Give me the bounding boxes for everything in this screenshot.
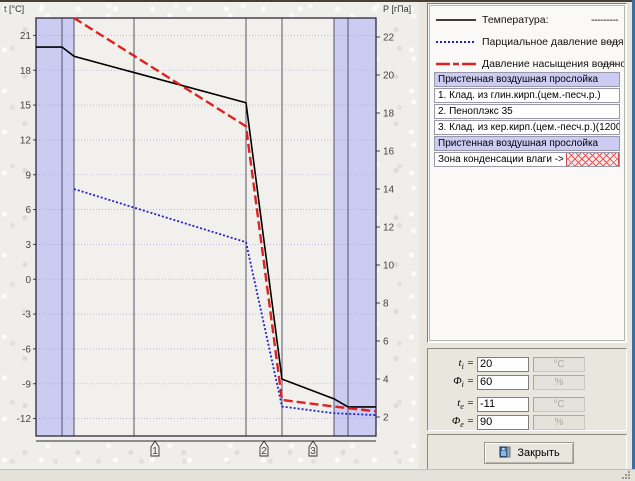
layer-number-markers: 1 2 3 (150, 440, 318, 457)
svg-text:9: 9 (25, 170, 31, 181)
svg-text:21: 21 (20, 31, 32, 42)
layer-item-label: 3. Клад. из кер.кирп.(цем.-песч.р.)(1200… (438, 122, 620, 133)
air-gap-band-left-inner (62, 18, 74, 436)
layer-item[interactable]: 3. Клад. из кер.кирп.(цем.-песч.р.)(1200… (434, 120, 620, 135)
status-bar (0, 469, 635, 481)
param-row-ti: ti = °C (436, 356, 585, 372)
layer-item[interactable]: Пристенная воздушная прослойка (434, 72, 620, 87)
legend-label-saturation-pressure: Давление насыщения водяного пара: (482, 58, 624, 70)
left-axis-ticks: 21 18 15 12 9 6 3 0 -3 -6 -9 -12 (17, 31, 36, 425)
legend-line-dotted-blue-icon (434, 36, 478, 48)
ti-input[interactable] (477, 356, 529, 372)
air-gap-band-right-inner (334, 18, 348, 436)
legend-tail-partial-pressure: ---- (606, 36, 619, 48)
svg-text:1: 1 (152, 446, 158, 457)
svg-text:2: 2 (261, 446, 267, 457)
parameters-panel: ti = °C Φi = % te = °C Φe = % (427, 348, 627, 431)
svg-text:3: 3 (310, 446, 316, 457)
svg-text:3: 3 (25, 240, 31, 251)
legend-tail-saturation-pressure: ------ (600, 58, 618, 70)
ti-unit: °C (533, 356, 585, 372)
svg-text:8: 8 (383, 299, 389, 310)
resize-grip[interactable] (622, 471, 631, 479)
legend-label-temperature: Температура: (482, 14, 549, 26)
svg-text:14: 14 (383, 185, 395, 196)
legend-and-layers-box: Температура: --------- Парциальное давле… (427, 3, 627, 343)
legend-row-temperature: Температура: --------- (434, 10, 620, 30)
exit-door-icon (498, 445, 512, 462)
layer-item-label: Пристенная воздушная прослойка (438, 138, 599, 149)
layer-item[interactable]: Пристенная воздушная прослойка (434, 136, 620, 151)
te-unit: °C (533, 396, 585, 412)
param-label-phii: Φi = (453, 374, 474, 390)
button-bar: Закрыть (427, 434, 627, 470)
right-column: Температура: --------- Парциальное давле… (419, 0, 635, 481)
svg-text:18: 18 (383, 109, 395, 120)
legend-label-partial-pressure: Парциальное давление водяного пара: (482, 36, 624, 48)
svg-text:0: 0 (25, 275, 31, 286)
window-top-edge (0, 0, 635, 2)
layer-item-label: Зона конденсации влаги -> (438, 154, 564, 165)
layer-item-label: 2. Пеноплэкс 35 (438, 106, 513, 117)
legend-tail-temperature: --------- (591, 14, 618, 26)
air-gap-band-left (36, 18, 62, 436)
layer-list[interactable]: Пристенная воздушная прослойка 1. Клад. и… (434, 72, 620, 168)
phii-unit: % (533, 374, 585, 390)
condensation-hatch-swatch (565, 153, 619, 166)
right-axis-ticks: 22 20 18 16 14 12 10 8 6 4 2 (376, 33, 395, 424)
legend-inner: Температура: --------- Парциальное давле… (429, 5, 625, 341)
svg-text:12: 12 (20, 135, 32, 146)
phie-input[interactable] (477, 414, 529, 430)
phie-unit: % (533, 414, 585, 430)
param-row-phie: Φe = % (436, 414, 585, 430)
series-group (36, 16, 377, 416)
param-label-ti: ti = (458, 356, 474, 372)
svg-text:6: 6 (25, 205, 31, 216)
legend-row-saturation-pressure: Давление насыщения водяного пара: ------ (434, 54, 624, 74)
param-row-te: te = °C (436, 396, 585, 412)
svg-text:-6: -6 (22, 344, 31, 355)
svg-text:6: 6 (383, 337, 389, 348)
layer-item-label: Пристенная воздушная прослойка (438, 74, 599, 85)
left-axis-title: t [°C] (4, 4, 24, 14)
svg-text:2: 2 (383, 413, 389, 424)
legend-row-partial-pressure: Парциальное давление водяного пара: ---- (434, 32, 624, 52)
param-row-phii: Φi = % (436, 374, 585, 390)
window-right-edge (632, 0, 635, 478)
svg-text:15: 15 (20, 101, 32, 112)
layer-item[interactable]: 2. Пеноплэкс 35 (434, 104, 620, 119)
layer-item[interactable]: 1. Клад. из глин.кирп.(цем.-песч.р.) (434, 88, 620, 103)
chart-panel: 21 18 15 12 9 6 3 0 -3 -6 -9 -12 22 20 18 16 14 12 10 8 6 4 2… (0, 0, 419, 481)
svg-text:12: 12 (383, 223, 395, 234)
svg-text:10: 10 (383, 261, 395, 272)
svg-text:22: 22 (383, 33, 395, 44)
layer-item[interactable]: Зона конденсации влаги -> (434, 152, 620, 167)
legend-line-solid-black-icon (434, 14, 478, 26)
te-input[interactable] (477, 396, 529, 412)
svg-text:4: 4 (383, 375, 389, 386)
close-button-label: Закрыть (517, 447, 560, 459)
svg-text:20: 20 (383, 71, 395, 82)
legend-line-dashed-red-icon (434, 58, 478, 70)
phii-input[interactable] (477, 374, 529, 390)
param-label-phie: Φe = (451, 414, 474, 430)
right-axis-title: P [гПа] (383, 4, 411, 14)
svg-text:-12: -12 (17, 414, 32, 425)
air-gap-band-right (348, 18, 376, 436)
svg-text:-9: -9 (22, 379, 31, 390)
svg-text:18: 18 (20, 66, 32, 77)
svg-text:-3: -3 (22, 310, 31, 321)
close-button[interactable]: Закрыть (484, 442, 574, 464)
param-label-te: te = (457, 396, 474, 412)
layer-item-label: 1. Клад. из глин.кирп.(цем.-песч.р.) (438, 90, 601, 101)
svg-text:16: 16 (383, 147, 395, 158)
